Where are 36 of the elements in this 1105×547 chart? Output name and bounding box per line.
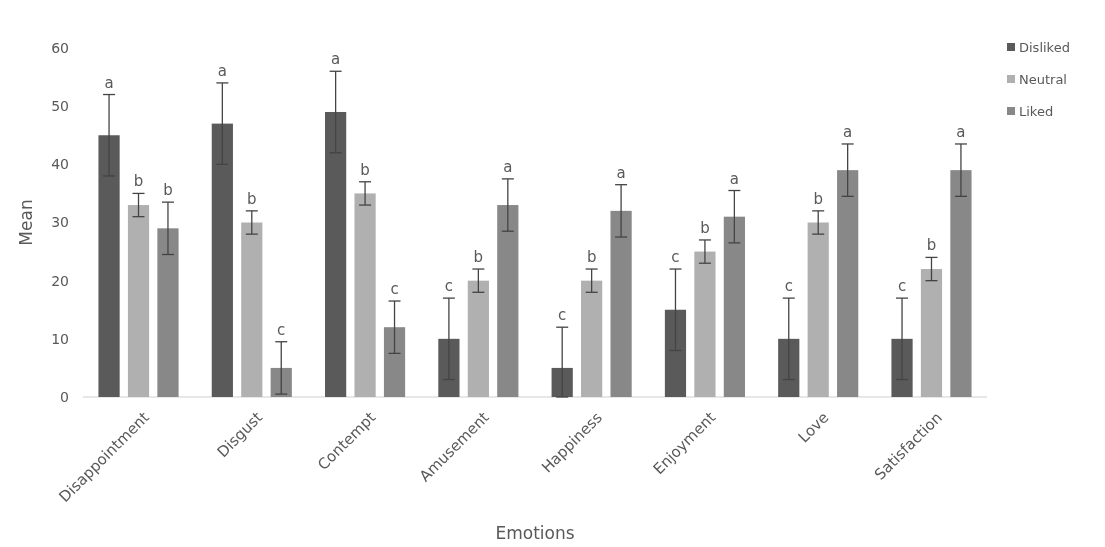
annotation: a bbox=[956, 122, 966, 141]
y-tick-label: 30 bbox=[51, 214, 69, 231]
annotation: b bbox=[360, 160, 370, 179]
annotation: c bbox=[897, 277, 907, 296]
legend-label: Liked bbox=[1019, 103, 1054, 119]
annotation: b bbox=[813, 189, 823, 208]
legend-label: Neutral bbox=[1019, 71, 1067, 87]
y-tick-label: 40 bbox=[51, 156, 69, 173]
annotation: a bbox=[217, 61, 227, 80]
annotation: c bbox=[390, 280, 399, 299]
annotation: b bbox=[926, 236, 937, 255]
annotation: a bbox=[331, 50, 341, 69]
annotation: a bbox=[616, 163, 626, 182]
annotation: b bbox=[133, 172, 144, 191]
y-tick-label: 20 bbox=[51, 272, 69, 289]
y-tick-label: 60 bbox=[51, 39, 69, 56]
annotation: a bbox=[503, 157, 513, 176]
annotation: b bbox=[247, 189, 257, 208]
annotation: c bbox=[671, 248, 680, 267]
y-axis-title: Mean bbox=[16, 199, 36, 246]
y-tick-label: 10 bbox=[51, 330, 69, 347]
x-axis-title: Emotions bbox=[495, 523, 575, 543]
y-tick-label: 50 bbox=[51, 98, 69, 115]
annotation: c bbox=[784, 277, 793, 296]
annotation: b bbox=[700, 218, 710, 237]
legend-label: Disliked bbox=[1019, 39, 1070, 55]
annotation: b bbox=[586, 248, 597, 267]
annotation: a bbox=[729, 169, 739, 188]
annotation: b bbox=[473, 248, 484, 267]
annotation: c bbox=[444, 277, 454, 296]
annotation: c bbox=[277, 320, 286, 339]
annotation: b bbox=[163, 181, 173, 200]
annotation: c bbox=[558, 306, 567, 325]
annotation: a bbox=[104, 73, 114, 92]
y-tick-label: 0 bbox=[60, 388, 69, 405]
annotation: a bbox=[843, 122, 853, 141]
